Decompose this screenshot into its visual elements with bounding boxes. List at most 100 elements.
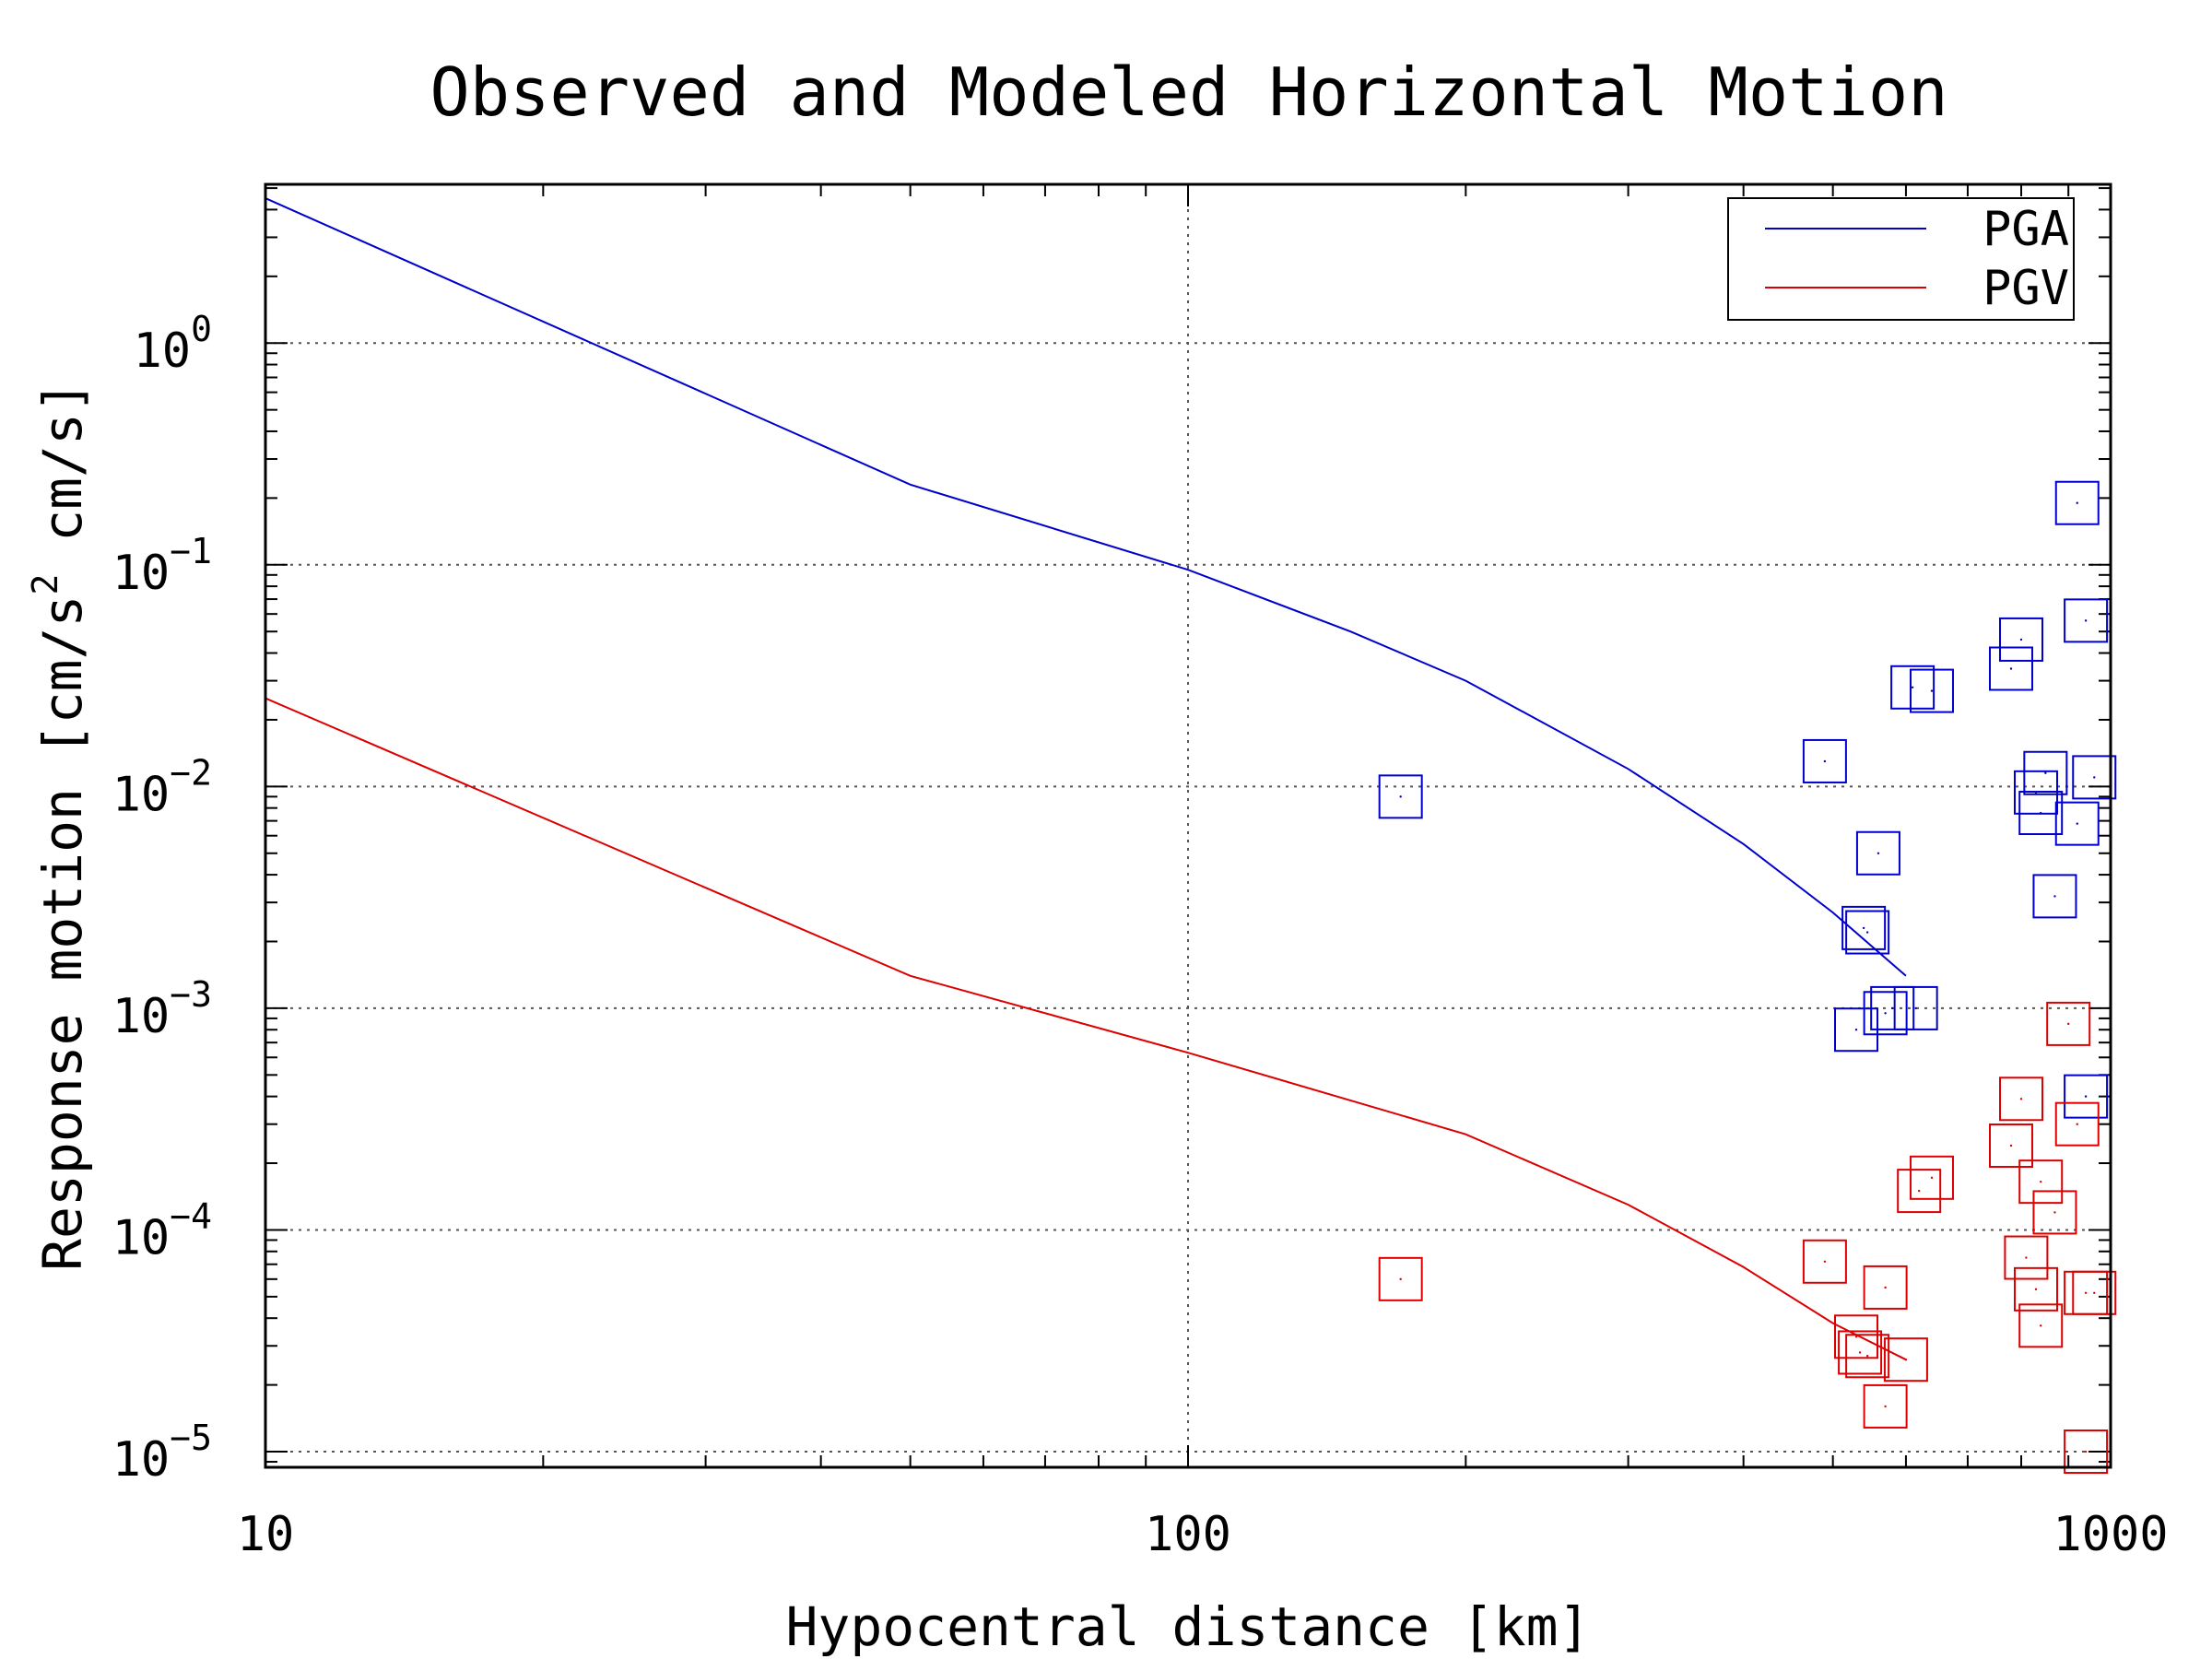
data-point-pga bbox=[2064, 598, 2109, 643]
data-point-pgv bbox=[1802, 1239, 1847, 1284]
y-tick-base: 10 bbox=[112, 989, 171, 1044]
data-point-pga bbox=[1870, 985, 1915, 1030]
data-point-center-pgv bbox=[1884, 1405, 1887, 1408]
data-point-center-pga bbox=[2009, 667, 2013, 670]
y-tick-exp: 0 bbox=[191, 309, 212, 349]
y-tick-exp: −2 bbox=[170, 752, 212, 793]
data-point-center-pgv bbox=[2040, 1324, 2042, 1327]
data-point-center-pga bbox=[1854, 1029, 1858, 1031]
data-point-center-pgv bbox=[1858, 1351, 1862, 1354]
data-point-center-pgv bbox=[1399, 1277, 1402, 1281]
y-tick-label: 10−3 bbox=[112, 974, 212, 1044]
y-tick-base: 10 bbox=[112, 1432, 171, 1488]
y-tick-base: 10 bbox=[133, 324, 191, 379]
data-point-center-pga bbox=[2076, 501, 2078, 504]
data-point-center-pga bbox=[1890, 1006, 1894, 1010]
y-tick-label: 10−5 bbox=[112, 1418, 212, 1488]
data-point-center-pgv bbox=[2084, 1450, 2088, 1453]
data-point-pgv bbox=[1988, 1124, 2033, 1169]
data-point-pga bbox=[1378, 774, 1423, 819]
data-point-center-pga bbox=[2053, 895, 2056, 898]
chart-title: Observed and Modeled Horizontal Motion bbox=[429, 53, 1947, 131]
data-point-pga bbox=[1909, 668, 1954, 713]
legend-label-pga: PGA bbox=[1983, 202, 2069, 257]
data-point-pgv bbox=[1883, 1337, 1928, 1382]
y-axis-label-sup: 2 bbox=[25, 574, 65, 595]
data-point-pgv bbox=[1998, 1077, 2043, 1122]
data-point-center-pgv bbox=[1854, 1335, 1858, 1338]
data-point-pga bbox=[1893, 985, 1938, 1030]
data-point-pga bbox=[2032, 874, 2077, 919]
data-point-pga bbox=[1802, 738, 1847, 783]
data-point-center-pgv bbox=[2019, 1098, 2023, 1100]
data-point-pgv bbox=[1863, 1265, 1908, 1310]
data-point-center-pgv bbox=[2034, 1288, 2038, 1291]
data-point-center-pgv bbox=[1865, 1355, 1869, 1358]
data-point-center-pgv bbox=[2053, 1211, 2056, 1214]
y-axis-label-main: Response motion [cm/s bbox=[31, 595, 94, 1271]
data-point-pga bbox=[2018, 791, 2064, 836]
data-point-pgv bbox=[1897, 1169, 1942, 1214]
data-point-pga bbox=[2054, 801, 2100, 846]
data-point-pgv bbox=[1863, 1383, 1908, 1429]
data-point-pgv bbox=[1378, 1256, 1423, 1301]
y-tick-exp: −3 bbox=[170, 974, 212, 1015]
data-point-center-pgv bbox=[2093, 1291, 2096, 1294]
data-point-center-pgv bbox=[1917, 1189, 1921, 1193]
data-point-pgv bbox=[2004, 1235, 2049, 1280]
data-point-center-pgv bbox=[2040, 1180, 2042, 1183]
legend-label-pgv: PGV bbox=[1983, 261, 2069, 316]
y-axis-label-tail: cm/s] bbox=[31, 381, 94, 574]
x-tick-label: 10 bbox=[237, 1507, 295, 1562]
data-point-center-pga bbox=[2076, 822, 2078, 825]
data-point-pgv bbox=[2013, 1266, 2058, 1312]
data-point-center-pgv bbox=[2009, 1144, 2013, 1147]
data-point-center-pga bbox=[1911, 686, 1914, 688]
data-point-pgv bbox=[1909, 1155, 1954, 1200]
x-axis-label: Hypocentral distance [km] bbox=[786, 1595, 1591, 1658]
data-point-pgv bbox=[2054, 1101, 2100, 1147]
y-tick-exp: −4 bbox=[170, 1195, 212, 1236]
data-point-pgv bbox=[2046, 1001, 2091, 1046]
data-point-center-pga bbox=[2093, 776, 2096, 779]
series-line-pgv bbox=[265, 697, 1907, 1361]
x-tick-label: 100 bbox=[1145, 1507, 1231, 1562]
data-point-center-pgv bbox=[1904, 1358, 1908, 1361]
data-point-pgv bbox=[2018, 1303, 2064, 1348]
legend: PGA PGV bbox=[1727, 197, 2075, 321]
series-line-pga bbox=[265, 197, 1907, 977]
data-point-center-pga bbox=[1914, 1006, 1917, 1010]
data-point-pga bbox=[2072, 755, 2117, 800]
data-point-pgv bbox=[2018, 1159, 2064, 1205]
data-point-center-pgv bbox=[2084, 1291, 2088, 1294]
data-point-center-pga bbox=[1877, 852, 1880, 854]
data-point-center-pga bbox=[2019, 638, 2023, 641]
data-point-pga bbox=[1841, 905, 1887, 950]
y-tick-base: 10 bbox=[112, 767, 171, 822]
data-point-pgv bbox=[1838, 1330, 1883, 1375]
y-tick-base: 10 bbox=[112, 546, 171, 601]
data-point-pga bbox=[2023, 750, 2068, 795]
data-point-center-pga bbox=[1865, 931, 1869, 934]
data-point-center-pgv bbox=[2076, 1123, 2078, 1125]
data-point-pga bbox=[1998, 617, 2043, 662]
data-point-center-pgv bbox=[2025, 1256, 2028, 1259]
plot-frame bbox=[264, 182, 2112, 1469]
data-point-center-pga bbox=[2040, 811, 2042, 815]
y-tick-exp: −5 bbox=[170, 1418, 212, 1458]
data-point-center-pgv bbox=[1884, 1286, 1887, 1289]
data-point-pga bbox=[2054, 480, 2100, 525]
data-point-center-pgv bbox=[1930, 1176, 1934, 1180]
data-point-center-pgv bbox=[1823, 1260, 1827, 1263]
data-point-pgv bbox=[2072, 1270, 2117, 1315]
ticks bbox=[265, 184, 2112, 1467]
data-point-pgv bbox=[2032, 1190, 2077, 1235]
data-point-center-pga bbox=[1399, 795, 1402, 798]
y-tick-label: 100 bbox=[133, 309, 212, 379]
y-tick-label: 10−4 bbox=[112, 1195, 212, 1265]
x-tick-label: 1000 bbox=[2053, 1507, 2168, 1562]
y-tick-base: 10 bbox=[112, 1210, 171, 1265]
data-point-center-pga bbox=[1930, 689, 1934, 692]
y-tick-label: 10−2 bbox=[112, 752, 212, 822]
